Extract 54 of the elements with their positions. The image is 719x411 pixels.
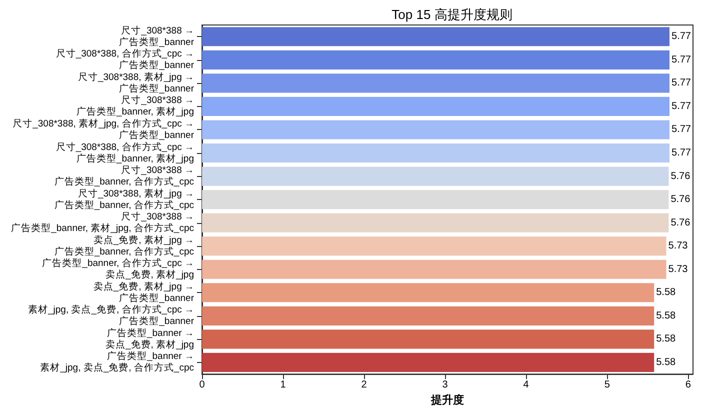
data-label: 5.77 xyxy=(672,78,692,89)
data-label: 5.76 xyxy=(670,194,691,206)
y-tick-label: 素材_jpg, 卖点_免费, 合作方式_cpc → 广告类型_banner xyxy=(28,304,194,328)
y-tick-label: 尺寸_308*388, 合作方式_cpc → 广告类型_banner, 素材_jpg xyxy=(56,140,194,164)
bar xyxy=(202,50,670,70)
bar xyxy=(202,190,669,210)
bar xyxy=(202,143,670,163)
bar xyxy=(202,213,669,232)
bar xyxy=(202,236,666,256)
bar xyxy=(202,352,654,372)
y-tick-label: 尺寸_308*388 → 广告类型_banner, 合作方式_cpc xyxy=(54,164,194,188)
bar xyxy=(202,283,654,302)
y-tick-label: 广告类型_banner → 卖点_免费, 素材_jpg xyxy=(105,326,194,350)
x-tick-label: 3 xyxy=(442,380,448,391)
y-tick-label: 尺寸_308*388 → 广告类型_banner, 素材_jpg, 合作方式_cpc xyxy=(11,210,194,234)
chart-title: Top 15 高提升度规则 xyxy=(392,7,512,22)
data-label: 5.58 xyxy=(656,334,676,345)
y-tick-label: 广告类型_banner, 合作方式_cpc → 卖点_免费, 素材_jpg xyxy=(42,257,194,281)
x-tick-label: 0 xyxy=(199,380,206,391)
x-tick-label: 2 xyxy=(361,380,368,391)
data-label: 5.73 xyxy=(668,240,688,252)
data-label: 5.77 xyxy=(672,148,692,159)
y-tick-label: 卖点_免费, 素材_jpg → 广告类型_banner xyxy=(93,280,194,304)
bar xyxy=(202,74,670,93)
data-label: 5.76 xyxy=(670,217,691,228)
x-tick-label: 6 xyxy=(685,380,692,391)
data-label: 5.58 xyxy=(656,356,676,368)
x-axis-title: 提升度 xyxy=(430,394,464,406)
data-label: 5.77 xyxy=(672,31,692,42)
bar xyxy=(202,120,670,140)
data-label: 5.77 xyxy=(672,54,692,66)
y-tick-label: 尺寸_308*388, 素材_jpg, 合作方式_cpc → 广告类型_banner xyxy=(12,117,194,141)
data-label: 5.77 xyxy=(672,124,692,136)
y-tick-label: 尺寸_308*388, 素材_jpg → 广告类型_banner, 合作方式_cpc xyxy=(54,187,194,211)
data-label: 5.58 xyxy=(656,287,676,298)
bar xyxy=(202,27,670,46)
bar xyxy=(202,306,654,326)
x-tick-label: 1 xyxy=(280,380,286,391)
bar xyxy=(202,96,670,116)
x-tick-label: 4 xyxy=(523,380,530,391)
bar xyxy=(202,260,666,279)
y-tick-label: 尺寸_308*388, 素材_jpg → 广告类型_banner xyxy=(78,70,194,94)
y-tick-label: 广告类型_banner → 素材_jpg, 卖点_免费, 合作方式_cpc xyxy=(40,350,194,374)
y-tick-label: 尺寸_308*388 → 广告类型_banner xyxy=(119,24,194,48)
data-label: 5.77 xyxy=(672,100,692,112)
data-label: 5.76 xyxy=(670,170,691,182)
data-label: 5.73 xyxy=(668,264,688,275)
data-label: 5.58 xyxy=(656,310,676,322)
y-tick-label: 尺寸_308*388, 合作方式_cpc → 广告类型_banner xyxy=(56,48,194,72)
x-tick-label: 5 xyxy=(604,380,610,391)
y-tick-label: 尺寸_308*388 → 广告类型_banner, 素材_jpg xyxy=(76,94,194,118)
bar xyxy=(202,166,669,186)
bar xyxy=(202,330,654,349)
y-tick-label: 卖点_免费, 素材_jpg → 广告类型_banner, 合作方式_cpc xyxy=(54,234,194,258)
